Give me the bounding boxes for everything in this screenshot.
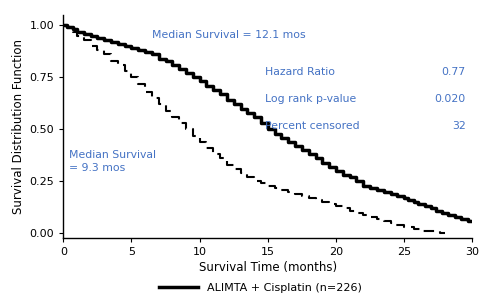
Legend: ALIMTA + Cisplatin (n=226), Cisplatin (n=222): ALIMTA + Cisplatin (n=226), Cisplatin (n… xyxy=(159,283,361,297)
Text: Log rank p-value: Log rank p-value xyxy=(265,94,356,104)
Text: Median Survival
= 9.3 mos: Median Survival = 9.3 mos xyxy=(69,150,156,173)
Text: Percent censored: Percent censored xyxy=(265,121,360,131)
Text: 0.020: 0.020 xyxy=(434,94,466,104)
Text: 0.77: 0.77 xyxy=(441,67,466,77)
Text: Hazard Ratio: Hazard Ratio xyxy=(265,67,335,77)
Text: Median Survival = 12.1 mos: Median Survival = 12.1 mos xyxy=(152,30,305,40)
X-axis label: Survival Time (months): Survival Time (months) xyxy=(199,261,337,274)
Y-axis label: Survival Distribution Function: Survival Distribution Function xyxy=(12,39,25,214)
Text: 32: 32 xyxy=(452,121,466,131)
